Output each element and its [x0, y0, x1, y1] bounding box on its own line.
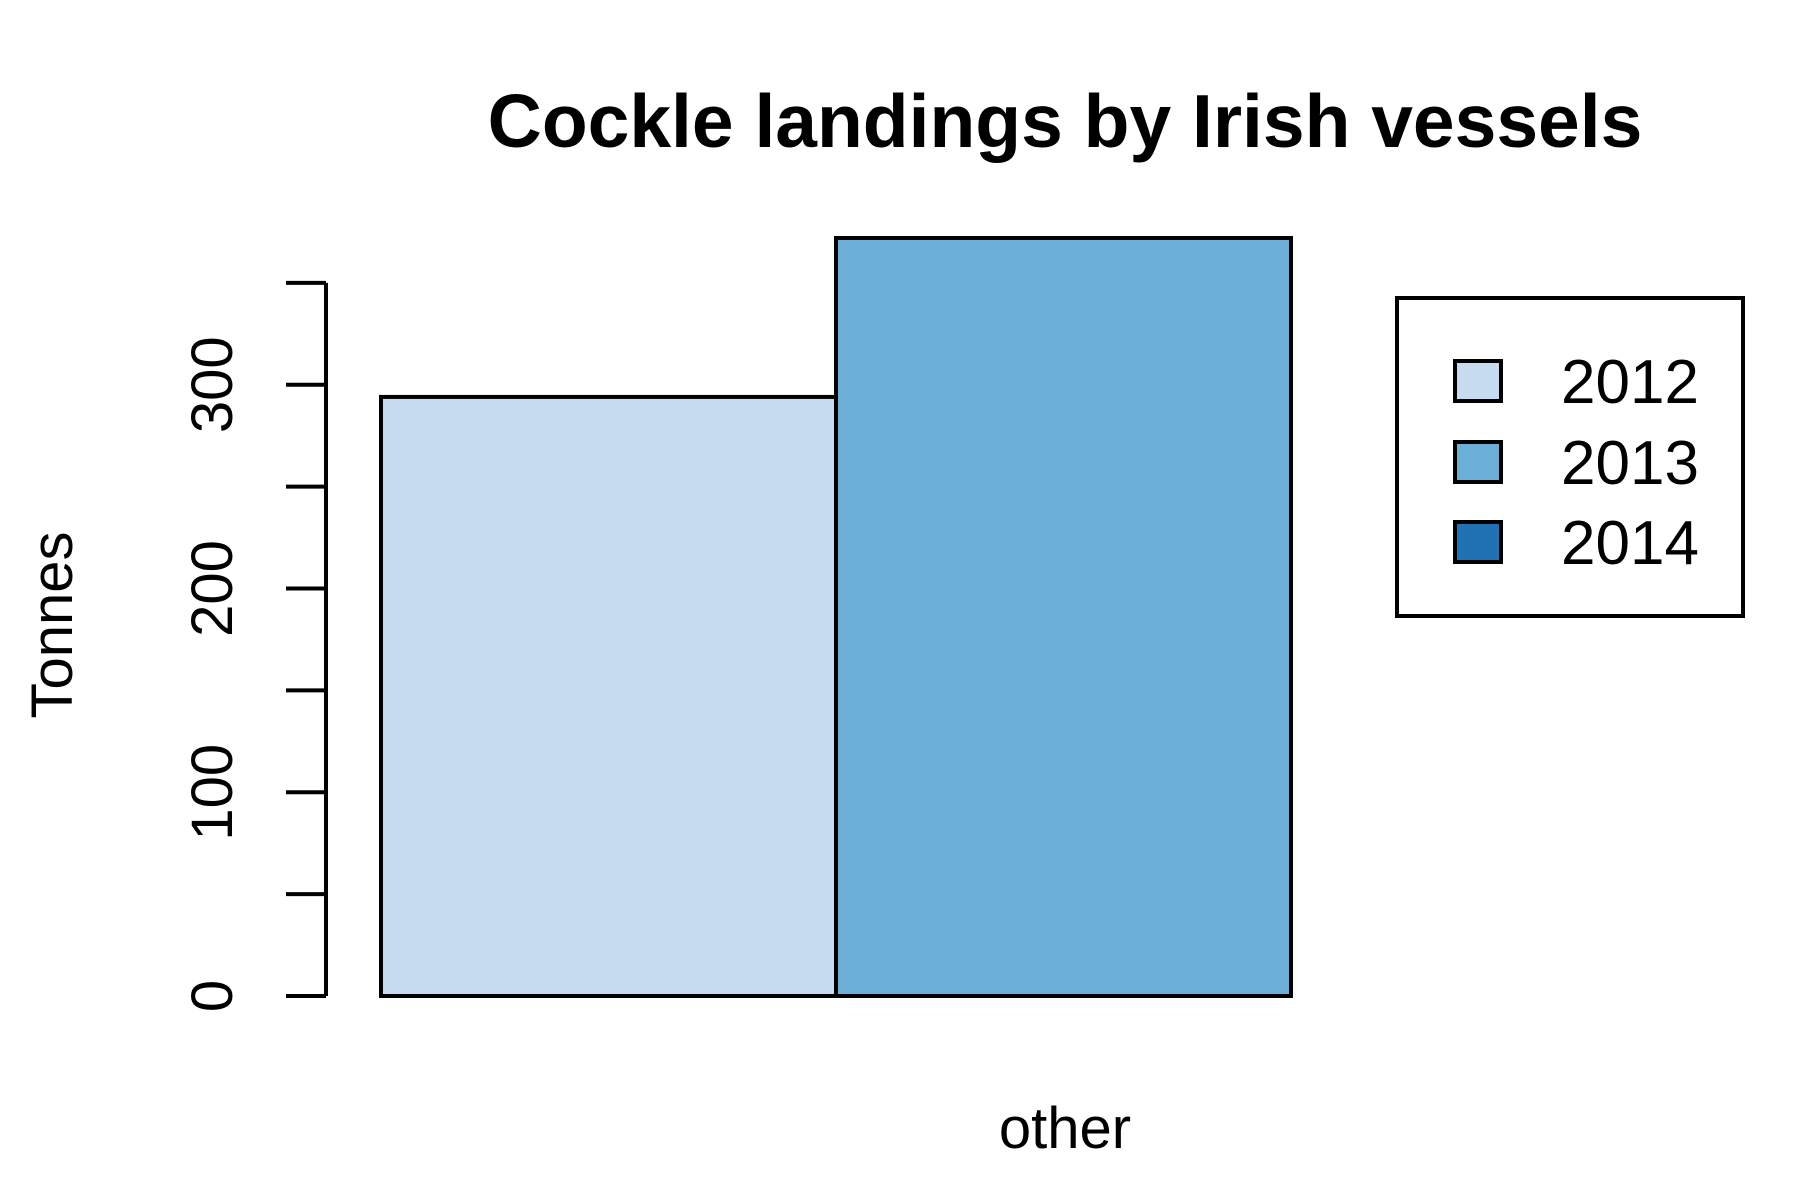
bar-2012	[379, 394, 838, 998]
y-tick-label: 100	[180, 744, 245, 841]
legend-swatch-2014	[1453, 520, 1503, 564]
y-axis-label: Tonnes	[20, 531, 85, 718]
legend-label-2013: 2013	[1561, 429, 1699, 498]
legend-label-2014: 2014	[1561, 509, 1699, 578]
legend-swatch-2012	[1453, 359, 1503, 403]
bars	[379, 236, 1293, 998]
legend-swatch-2013	[1453, 440, 1503, 484]
y-axis: 0 100 200 300	[180, 280, 328, 1012]
legend: 2012 2013 2014	[1395, 296, 1745, 618]
legend-label-2012: 2012	[1561, 348, 1699, 417]
chart-title: Cockle landings by Irish vessels	[488, 79, 1643, 163]
bar-2013	[834, 236, 1293, 998]
y-tick-label: 200	[180, 540, 245, 637]
y-tick-label: 0	[180, 980, 245, 1012]
y-tick-label: 300	[180, 336, 245, 433]
x-category-label: other	[999, 1096, 1131, 1161]
